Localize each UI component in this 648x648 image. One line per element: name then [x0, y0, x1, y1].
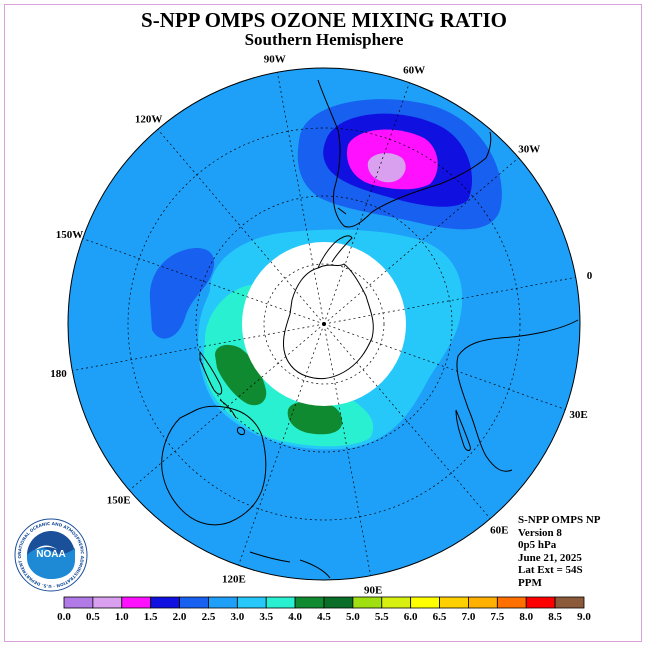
coastline-australia	[161, 405, 267, 526]
ozone-region-4-0-west	[215, 344, 267, 406]
coastlines	[161, 79, 579, 579]
info-panel: S-NPP OMPS NP Version 8 0p5 hPa June 21,…	[518, 514, 601, 590]
longitude-label: 150E	[107, 494, 131, 506]
coastline-antarctic-peninsula	[317, 235, 353, 269]
latitude-circle	[195, 195, 453, 453]
longitude-labels: 0 30E 60E 90E 120E 150E 180 150W 120W 90W 60W 30W	[50, 54, 592, 597]
south-pole-marker	[322, 322, 326, 326]
logo-text: NOAA	[36, 549, 65, 560]
info-instrument: S-NPP OMPS NP	[518, 514, 601, 526]
info-units: PPM	[518, 576, 542, 589]
longitude-label: 120W	[135, 114, 163, 126]
longitude-label: 30W	[518, 144, 540, 156]
page-subtitle: Southern Hemisphere	[244, 30, 404, 49]
graticule	[72, 72, 576, 576]
info-version: Version 8	[518, 526, 562, 539]
map-boundary	[67, 67, 581, 581]
longitude-label: 120E	[222, 574, 246, 586]
longitude-label: 60E	[490, 524, 508, 536]
map-disk	[68, 68, 580, 580]
coastline-new-zealand	[199, 350, 237, 419]
longitude-label: 180	[50, 368, 67, 380]
longitude-label: 30E	[569, 409, 587, 421]
info-date: June 21, 2025	[518, 551, 582, 564]
noaa-logo: NATIONAL OCEANIC AND ATMOSPHERIC ADMINIS…	[14, 518, 88, 592]
info-level: 0p5 hPa	[518, 539, 557, 552]
coastline-africa	[456, 319, 579, 472]
coastline-tasmania	[237, 427, 245, 435]
longitude-label: 60W	[403, 64, 425, 76]
longitude-label: 150W	[56, 229, 84, 241]
longitude-label: 90W	[264, 54, 286, 66]
latitude-circle	[127, 127, 521, 521]
ozone-region-0-5	[367, 153, 406, 183]
coastline-south-america	[317, 79, 492, 228]
longitude-label: 0	[587, 270, 593, 282]
ozone-region-4-0-east	[287, 401, 343, 435]
coastline-indonesia	[249, 551, 331, 579]
latitude-circle	[263, 263, 385, 385]
info-lat-ext: Lat Ext = 54S	[518, 564, 583, 577]
page-title: S-NPP OMPS OZONE MIXING RATIO	[141, 8, 507, 32]
coastline-madagascar	[455, 409, 471, 451]
ozone-region-2-0-pacific	[149, 247, 215, 339]
longitude-label: 90E	[364, 584, 382, 596]
